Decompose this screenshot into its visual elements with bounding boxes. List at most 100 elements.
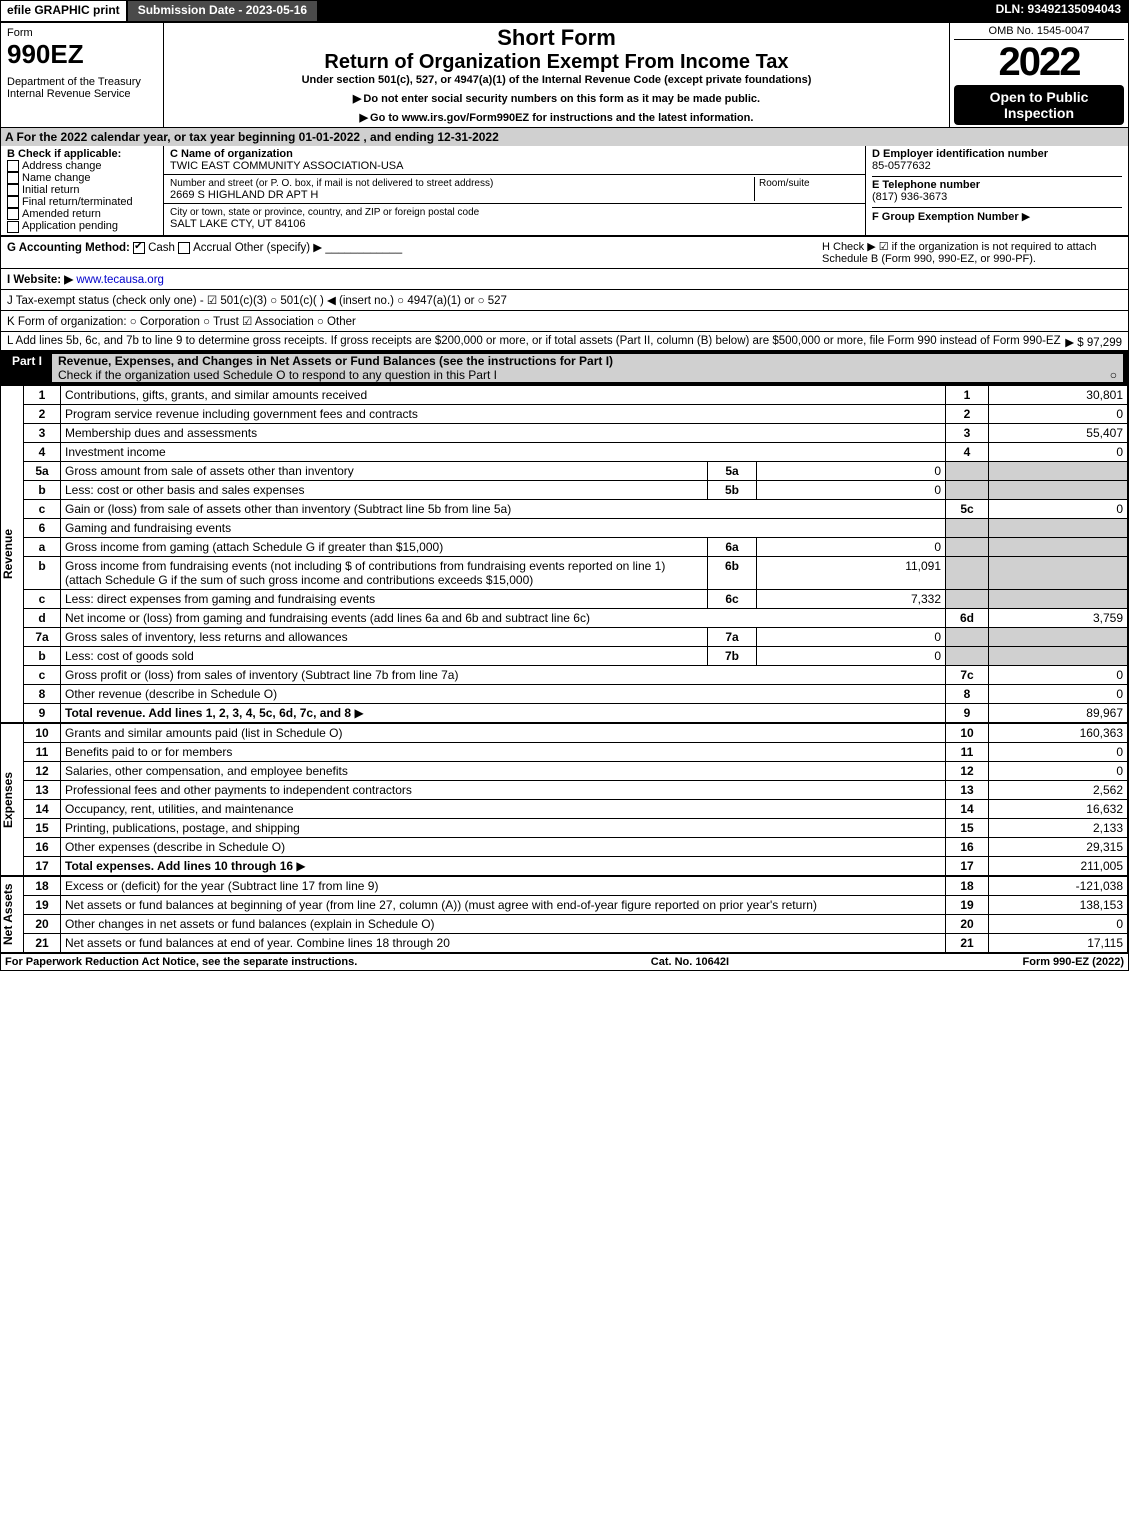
l18-num: 18 [946,876,989,895]
l7b-desc: Less: cost of goods sold [65,649,194,663]
l6d-num: 6d [946,608,989,627]
l14-val: 16,632 [989,799,1128,818]
l6a-desc: Gross income from gaming (attach Schedul… [65,540,443,554]
l9-num: 9 [946,703,989,722]
l6c-subval: 7,332 [757,589,946,608]
l8-val: 0 [989,684,1128,703]
f-label: F Group Exemption Number [872,211,1019,223]
revenue-section: Revenue 1Contributions, gifts, grants, a… [0,385,1129,723]
ein-value: 85-0577632 [872,160,931,172]
l1-val: 30,801 [989,385,1128,404]
form-header: Form 990EZ Department of the Treasury In… [0,22,1129,128]
b-item-2: Initial return [22,184,79,196]
l16-num: 16 [946,837,989,856]
l17-val: 211,005 [989,856,1128,875]
checkbox-application-pending[interactable] [7,221,19,233]
checkbox-name-change[interactable] [7,172,19,184]
tax-year: 2022 [954,40,1124,85]
l6d-val: 3,759 [989,608,1128,627]
expenses-section: Expenses 10Grants and similar amounts pa… [0,723,1129,876]
part-i-check-val: ○ [1110,368,1117,382]
l7a-subval: 0 [757,627,946,646]
l7c-num: 7c [946,665,989,684]
l5a-sub: 5a [708,461,757,480]
checkbox-cash[interactable] [133,242,145,254]
street-value: 2669 S HIGHLAND DR APT H [170,189,318,201]
l6b-sub: 6b [708,556,757,589]
form-label: Form [7,27,157,39]
section-a: A For the 2022 calendar year, or tax yea… [0,128,1129,146]
l5b-sub: 5b [708,480,757,499]
l-text: L Add lines 5b, 6c, and 7b to line 9 to … [7,335,1061,347]
under-section: Under section 501(c), 527, or 4947(a)(1)… [170,74,943,86]
l7c-desc: Gross profit or (loss) from sales of inv… [65,668,458,682]
website-link[interactable]: www.tecausa.org [76,274,164,286]
l18-desc: Excess or (deficit) for the year (Subtra… [65,879,378,893]
l17-num: 17 [946,856,989,875]
l9-val: 89,967 [989,703,1128,722]
l1-num: 1 [946,385,989,404]
dept-label: Department of the Treasury [7,76,157,88]
l11-num: 11 [946,742,989,761]
irs-label: Internal Revenue Service [7,88,157,100]
l5c-val: 0 [989,499,1128,518]
checkbox-amended-return[interactable] [7,208,19,220]
section-i: I Website: ▶ www.tecausa.org [0,268,1129,289]
l3-val: 55,407 [989,423,1128,442]
l17-desc: Total expenses. Add lines 10 through 16 [65,859,293,873]
l7b-subval: 0 [757,646,946,665]
l21-desc: Net assets or fund balances at end of ye… [65,936,450,950]
l6b-subval: 11,091 [757,556,946,589]
l11-desc: Benefits paid to or for members [65,745,232,759]
g-other: Other (specify) ▶ [235,242,322,254]
part-i-label: Part I [6,354,48,382]
org-name: TWIC EAST COMMUNITY ASSOCIATION-USA [170,160,403,172]
l6a-subval: 0 [757,537,946,556]
b-item-5: Application pending [22,220,118,232]
g-cash: Cash [148,242,175,254]
l5c-num: 5c [946,499,989,518]
part-i-title: Revenue, Expenses, and Changes in Net As… [52,354,1123,382]
checkbox-initial-return[interactable] [7,184,19,196]
l6b-desc: Gross income from fundraising events (no… [65,559,665,587]
section-c: C Name of organization TWIC EAST COMMUNI… [164,146,865,235]
l21-num: 21 [946,933,989,952]
e-label: E Telephone number [872,179,980,191]
section-b: B Check if applicable: Address change Na… [1,146,164,235]
l5a-subval: 0 [757,461,946,480]
l15-desc: Printing, publications, postage, and shi… [65,821,300,835]
l6d-desc: Net income or (loss) from gaming and fun… [65,611,590,625]
l21-val: 17,115 [989,933,1128,952]
goto-link[interactable]: Go to www.irs.gov/Form990EZ for instruct… [170,111,943,124]
l19-num: 19 [946,895,989,914]
footer-left: For Paperwork Reduction Act Notice, see … [5,956,357,968]
l20-val: 0 [989,914,1128,933]
checkbox-final-return[interactable] [7,196,19,208]
l2-desc: Program service revenue including govern… [65,407,418,421]
l7a-desc: Gross sales of inventory, less returns a… [65,630,348,644]
l14-num: 14 [946,799,989,818]
l9-desc: Total revenue. Add lines 1, 2, 3, 4, 5c,… [65,706,351,720]
page-footer: For Paperwork Reduction Act Notice, see … [0,954,1129,971]
l12-desc: Salaries, other compensation, and employ… [65,764,348,778]
l20-num: 20 [946,914,989,933]
l2-num: 2 [946,404,989,423]
checkbox-address-change[interactable] [7,160,19,172]
city-value: SALT LAKE CTY, UT 84106 [170,218,306,230]
l15-num: 15 [946,818,989,837]
l11-val: 0 [989,742,1128,761]
revenue-table: 1Contributions, gifts, grants, and simil… [24,385,1128,723]
l4-val: 0 [989,442,1128,461]
part-i-check: Check if the organization used Schedule … [58,368,497,382]
section-def: D Employer identification number 85-0577… [865,146,1128,235]
title-block: Short Form Return of Organization Exempt… [164,23,950,127]
ssn-note: Do not enter social security numbers on … [170,92,943,105]
form-number: 990EZ [7,39,157,70]
l16-desc: Other expenses (describe in Schedule O) [65,840,285,854]
g-accrual: Accrual [193,242,231,254]
top-bar: efile GRAPHIC print Submission Date - 20… [0,0,1129,22]
efile-print-button[interactable]: efile GRAPHIC print [0,0,127,22]
checkbox-accrual[interactable] [178,242,190,254]
return-title: Return of Organization Exempt From Incom… [170,51,943,74]
l5b-subval: 0 [757,480,946,499]
